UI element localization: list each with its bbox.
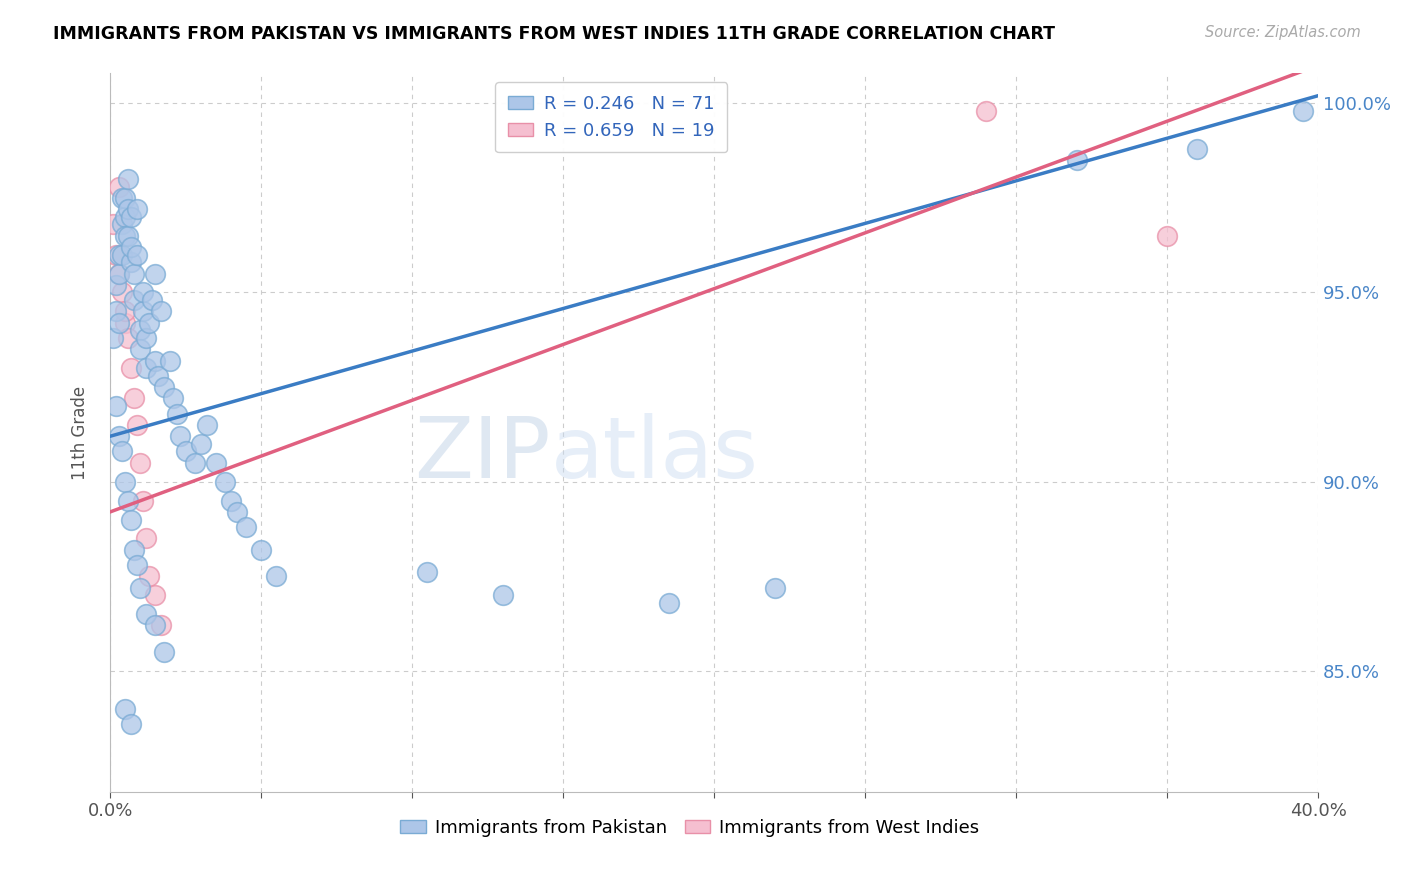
Point	[111, 191, 134, 205]
Point	[138, 569, 160, 583]
Point	[153, 380, 176, 394]
Point	[120, 361, 142, 376]
Point	[235, 520, 257, 534]
Point	[101, 331, 124, 345]
Point	[120, 512, 142, 526]
Point	[129, 456, 152, 470]
Point	[974, 103, 997, 118]
Point	[190, 437, 212, 451]
Point	[105, 247, 128, 261]
Point	[108, 267, 131, 281]
Point	[132, 304, 155, 318]
Point	[117, 202, 139, 217]
Point	[162, 392, 184, 406]
Point	[108, 429, 131, 443]
Point	[250, 542, 273, 557]
Point	[111, 247, 134, 261]
Point	[108, 267, 131, 281]
Point	[105, 399, 128, 413]
Point	[145, 267, 167, 281]
Point	[117, 331, 139, 345]
Point	[117, 172, 139, 186]
Point	[132, 285, 155, 300]
Point	[120, 255, 142, 269]
Point	[195, 417, 218, 432]
Point	[150, 618, 173, 632]
Point	[145, 618, 167, 632]
Point	[219, 493, 242, 508]
Y-axis label: 11th Grade: 11th Grade	[72, 385, 89, 480]
Text: Source: ZipAtlas.com: Source: ZipAtlas.com	[1205, 25, 1361, 40]
Point	[120, 210, 142, 224]
Point	[1187, 142, 1209, 156]
Point	[114, 475, 136, 489]
Point	[114, 304, 136, 318]
Point	[763, 581, 786, 595]
Point	[132, 493, 155, 508]
Point	[145, 353, 167, 368]
Point	[127, 202, 149, 217]
Point	[174, 444, 197, 458]
Point	[117, 228, 139, 243]
Legend: Immigrants from Pakistan, Immigrants from West Indies: Immigrants from Pakistan, Immigrants fro…	[394, 812, 987, 844]
Point	[183, 456, 205, 470]
Point	[150, 304, 173, 318]
Point	[120, 716, 142, 731]
Point	[114, 191, 136, 205]
Point	[204, 456, 226, 470]
Point	[264, 569, 287, 583]
Point	[135, 361, 157, 376]
Point	[122, 542, 145, 557]
Point	[129, 581, 152, 595]
Point	[114, 702, 136, 716]
Point	[1156, 228, 1178, 243]
Point	[153, 645, 176, 659]
Point	[159, 353, 181, 368]
Point	[145, 588, 167, 602]
Point	[111, 285, 134, 300]
Point	[127, 247, 149, 261]
Point	[114, 228, 136, 243]
Point	[129, 343, 152, 357]
Point	[108, 179, 131, 194]
Point	[122, 293, 145, 307]
Point	[127, 417, 149, 432]
Point	[166, 407, 188, 421]
Point	[658, 596, 681, 610]
Point	[129, 323, 152, 337]
Point	[108, 247, 131, 261]
Point	[114, 210, 136, 224]
Point	[169, 429, 191, 443]
Point	[122, 392, 145, 406]
Point	[138, 316, 160, 330]
Point	[1292, 103, 1315, 118]
Point	[114, 316, 136, 330]
Point	[105, 304, 128, 318]
Point	[141, 293, 163, 307]
Point	[1066, 153, 1088, 167]
Point	[122, 267, 145, 281]
Text: ZIP: ZIP	[415, 412, 551, 496]
Point	[148, 368, 170, 383]
Text: IMMIGRANTS FROM PAKISTAN VS IMMIGRANTS FROM WEST INDIES 11TH GRADE CORRELATION C: IMMIGRANTS FROM PAKISTAN VS IMMIGRANTS F…	[53, 25, 1056, 43]
Point	[120, 240, 142, 254]
Text: atlas: atlas	[551, 412, 759, 496]
Point	[117, 493, 139, 508]
Point	[101, 218, 124, 232]
Point	[226, 505, 249, 519]
Point	[416, 566, 439, 580]
Point	[214, 475, 236, 489]
Point	[127, 558, 149, 572]
Point	[105, 277, 128, 292]
Point	[111, 218, 134, 232]
Point	[108, 316, 131, 330]
Point	[135, 331, 157, 345]
Point	[492, 588, 515, 602]
Point	[111, 444, 134, 458]
Point	[135, 532, 157, 546]
Point	[135, 607, 157, 621]
